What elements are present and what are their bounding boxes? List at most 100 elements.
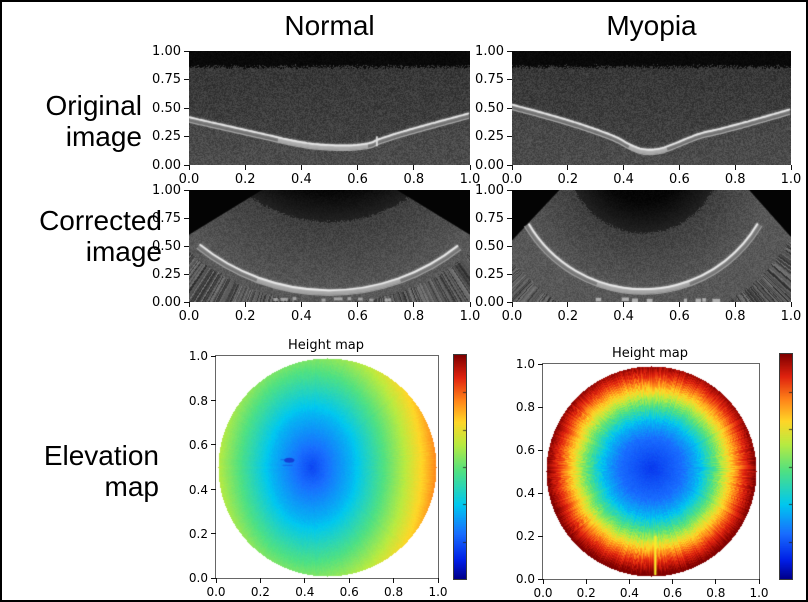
- y-tick-mark: [184, 274, 189, 275]
- panel-corrected-myopia: 1.00 0.75 0.50 0.25 0.00 0.0 0.2 0.4 0.6 0.8 1.0: [512, 190, 791, 302]
- y-tick-label: 0.00: [475, 158, 504, 173]
- y-tick-label: 0.4: [516, 486, 535, 500]
- x-tick-mark: [189, 302, 190, 307]
- x-tick-label: 0.4: [290, 585, 320, 599]
- y-tick-mark: [184, 190, 189, 191]
- elevation-myopia-heightmap: [543, 364, 759, 579]
- x-tick-mark: [393, 578, 394, 583]
- column-title-normal: Normal: [189, 11, 470, 41]
- elevation-normal-heightmap: [216, 356, 438, 578]
- panel-elevation-myopia: 1.0 0.8 0.6 0.4 0.2 0.0 0.0 0.2 0.4 0.6 0.8 1.0: [542, 363, 760, 580]
- x-tick-mark: [245, 165, 246, 170]
- x-tick-label: 0.6: [343, 172, 373, 187]
- row-label-original: Original image: [2, 90, 142, 152]
- row-label-corrected: Corrected image: [2, 205, 162, 267]
- x-tick-mark: [304, 578, 305, 583]
- x-tick-label: 0.6: [334, 585, 364, 599]
- panel-original-myopia: 1.00 0.75 0.50 0.25 0.00 0.0 0.2 0.4 0.6 0.8 1.0: [512, 51, 791, 165]
- x-tick-label: 0.8: [720, 172, 750, 187]
- y-tick-label: 0.50: [475, 101, 504, 116]
- y-tick-label: 0.0: [516, 572, 535, 586]
- x-tick-label: 1.0: [776, 309, 806, 324]
- y-tick-label: 1.00: [475, 183, 504, 198]
- original-normal-scan-image: [189, 51, 470, 165]
- y-tick-label: 1.0: [189, 349, 208, 363]
- y-tick-label: 0.50: [152, 239, 181, 254]
- figure: Normal Myopia Original image Corrected i…: [0, 0, 808, 602]
- x-tick-mark: [567, 165, 568, 170]
- y-tick-label: 0.50: [475, 239, 504, 254]
- y-tick-label: 0.25: [475, 129, 504, 144]
- y-tick-label: 0.4: [189, 483, 208, 497]
- y-tick-mark: [184, 51, 189, 52]
- panel-original-normal: 1.00 0.75 0.50 0.25 0.00 0.0 0.2 0.4 0.6 0.8 1.0: [189, 51, 470, 165]
- y-tick-label: 0.25: [152, 129, 181, 144]
- y-tick-label: 0.00: [152, 158, 181, 173]
- y-tick-label: 0.2: [189, 527, 208, 541]
- y-tick-mark: [184, 246, 189, 247]
- x-tick-mark: [189, 165, 190, 170]
- row-label-corrected-line2: image: [86, 236, 162, 267]
- x-tick-mark: [567, 302, 568, 307]
- y-tick-label: 0.0: [189, 571, 208, 585]
- x-tick-label: 0.4: [609, 172, 639, 187]
- x-tick-label: 0.2: [230, 309, 260, 324]
- panel-elevation-normal: 1.0 0.8 0.6 0.4 0.2 0.0 0.0 0.2 0.4 0.6 0.8 1.0: [215, 355, 439, 579]
- y-tick-mark: [211, 356, 216, 357]
- x-tick-mark: [735, 165, 736, 170]
- x-tick-mark: [512, 302, 513, 307]
- x-tick-label: 1.0: [423, 585, 453, 599]
- y-tick-label: 0.25: [475, 267, 504, 282]
- x-tick-mark: [349, 578, 350, 583]
- y-tick-mark: [507, 136, 512, 137]
- x-tick-mark: [245, 302, 246, 307]
- x-tick-mark: [735, 302, 736, 307]
- x-tick-label: 0.4: [286, 172, 316, 187]
- x-tick-label: 0.8: [399, 172, 429, 187]
- x-tick-mark: [301, 165, 302, 170]
- row-label-elevation: Elevation map: [2, 440, 159, 502]
- panel-corrected-normal: 1.00 0.75 0.50 0.25 0.00 0.0 0.2 0.4 0.6 0.8 1.0: [189, 190, 470, 302]
- x-tick-label: 0.4: [609, 309, 639, 324]
- y-tick-mark: [507, 218, 512, 219]
- y-tick-label: 0.8: [516, 400, 535, 414]
- x-tick-mark: [260, 578, 261, 583]
- x-tick-mark: [470, 165, 471, 170]
- y-tick-label: 0.50: [152, 101, 181, 116]
- heightmap-title-myopia: Height map: [542, 346, 758, 361]
- x-tick-mark: [301, 302, 302, 307]
- row-label-corrected-line1: Corrected: [39, 205, 162, 236]
- y-tick-mark: [507, 108, 512, 109]
- y-tick-mark: [538, 407, 543, 408]
- y-tick-label: 0.2: [516, 529, 535, 543]
- x-tick-label: 0.8: [379, 585, 409, 599]
- x-tick-mark: [759, 579, 760, 584]
- x-tick-mark: [672, 579, 673, 584]
- x-tick-mark: [586, 579, 587, 584]
- x-tick-label: 1.0: [744, 586, 774, 600]
- y-tick-mark: [184, 136, 189, 137]
- original-myopia-scan-image: [512, 51, 791, 165]
- y-tick-mark: [211, 533, 216, 534]
- row-label-elevation-line1: Elevation: [44, 440, 159, 471]
- x-tick-label: 0.6: [664, 309, 694, 324]
- x-tick-mark: [679, 302, 680, 307]
- x-tick-label: 0.6: [343, 309, 373, 324]
- x-tick-mark: [679, 165, 680, 170]
- x-tick-mark: [791, 165, 792, 170]
- x-tick-label: 0.0: [528, 586, 558, 600]
- y-tick-mark: [184, 108, 189, 109]
- x-tick-label: 0.0: [497, 309, 527, 324]
- x-tick-mark: [357, 302, 358, 307]
- corrected-myopia-scan-image: [512, 190, 791, 302]
- x-tick-label: 1.0: [455, 309, 485, 324]
- y-tick-mark: [184, 79, 189, 80]
- colorbar-normal: [453, 354, 467, 580]
- y-tick-mark: [507, 274, 512, 275]
- y-tick-mark: [211, 400, 216, 401]
- y-tick-mark: [184, 218, 189, 219]
- y-tick-mark: [507, 79, 512, 80]
- x-tick-mark: [629, 579, 630, 584]
- x-tick-label: 0.8: [399, 309, 429, 324]
- y-tick-mark: [538, 536, 543, 537]
